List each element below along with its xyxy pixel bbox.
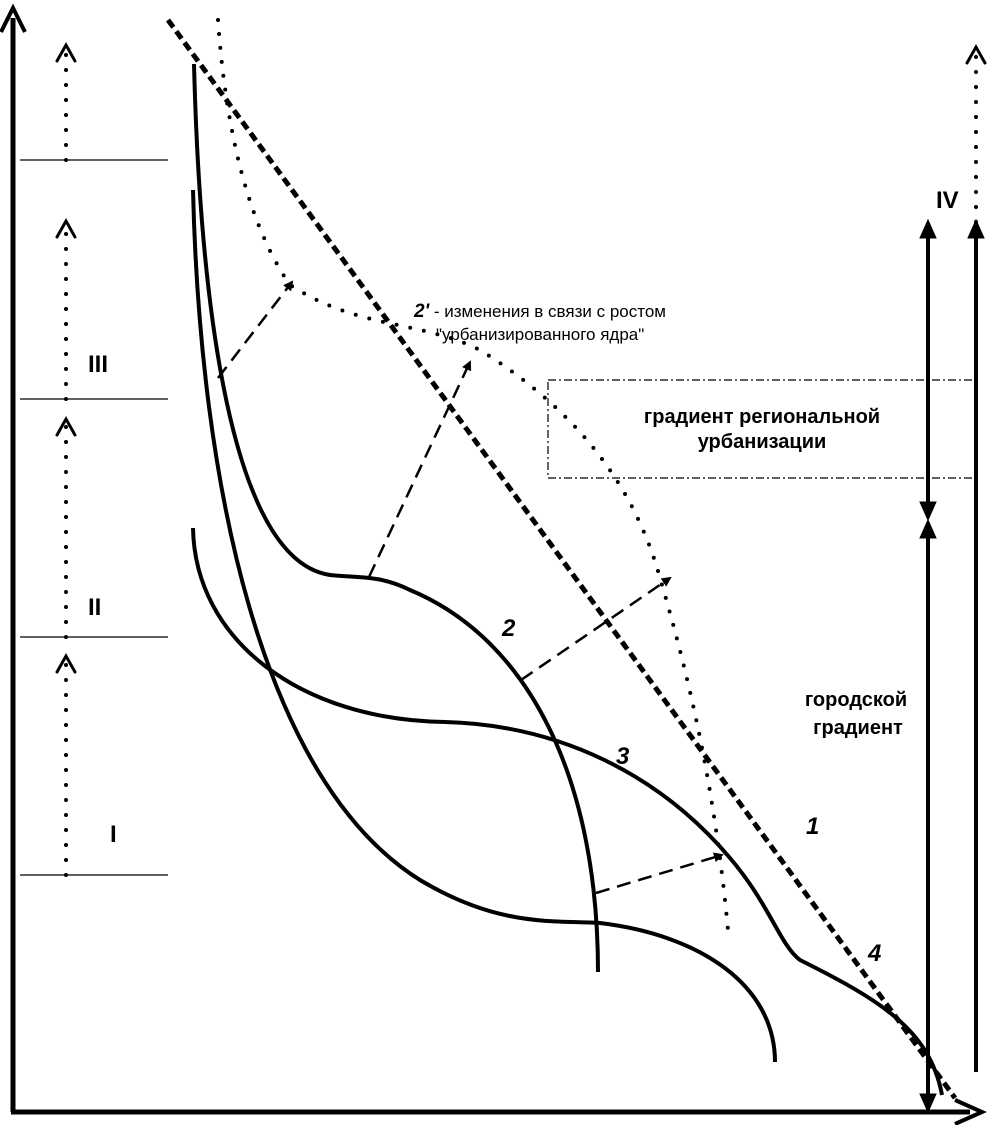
zone-label-i: I [110, 821, 117, 848]
curve-1 [165, 18, 958, 1100]
zone-label-ii: II [88, 594, 101, 621]
urban-gradient-label-line2: градиент [813, 717, 903, 739]
y-axis-arrow-icon [0, 3, 27, 33]
curve-label-1: 1 [806, 813, 819, 840]
curve-2-prime-note-line1: 2' - изменения в связи с ростом [413, 301, 666, 322]
curve-label-4: 4 [867, 940, 881, 967]
regional-urbanization-box [547, 379, 976, 479]
chevron-up-icon [55, 415, 77, 437]
curve-2-prime-note-line2: "урбанизированного ядра" [436, 325, 644, 344]
shift-arrows [217, 280, 724, 895]
curve-2-prime [216, 18, 730, 932]
zone-label-iv: IV [936, 187, 959, 214]
shift-arrow [595, 852, 724, 895]
curve-2 [192, 63, 600, 973]
right-vertical-arrows [919, 218, 985, 1114]
shift-arrow [217, 280, 294, 379]
regional-gradient-arrow-head-icon [919, 501, 937, 522]
regional-gradient-label-line2: урбанизации [698, 431, 827, 453]
regional-gradient-arrow-head-icon [919, 218, 937, 239]
curve-label-3: 3 [616, 743, 630, 770]
zone-label-iii: III [88, 351, 108, 378]
shift-arrow [367, 360, 472, 578]
curve-4 [191, 527, 944, 1096]
urban-gradient-label-line1: городской [805, 689, 907, 711]
left-dotted-arrows [55, 41, 77, 877]
chevron-up-icon [55, 652, 77, 674]
axes [0, 3, 987, 1125]
urban-gradient-arrow-head-icon [919, 1093, 937, 1114]
curve-2-prime-label: 2' [413, 301, 431, 322]
chevron-up-icon [55, 41, 77, 63]
curve-label-2: 2 [501, 615, 516, 642]
zone-iv-dotted-arrow [965, 43, 987, 224]
chevron-up-icon [965, 43, 987, 65]
curve-3 [191, 189, 777, 1063]
curve-2-prime-description: - изменения в связи с ростом [429, 302, 666, 321]
regional-gradient-label-line1: градиент региональной [644, 406, 880, 428]
chevron-up-icon [55, 217, 77, 239]
urban-gradient-arrow-head-icon [919, 518, 937, 539]
full-gradient-arrow-head-icon [967, 218, 985, 239]
x-axis-arrow-icon [954, 1098, 987, 1125]
zone-boundaries [20, 159, 168, 876]
shift-arrow [520, 576, 672, 682]
